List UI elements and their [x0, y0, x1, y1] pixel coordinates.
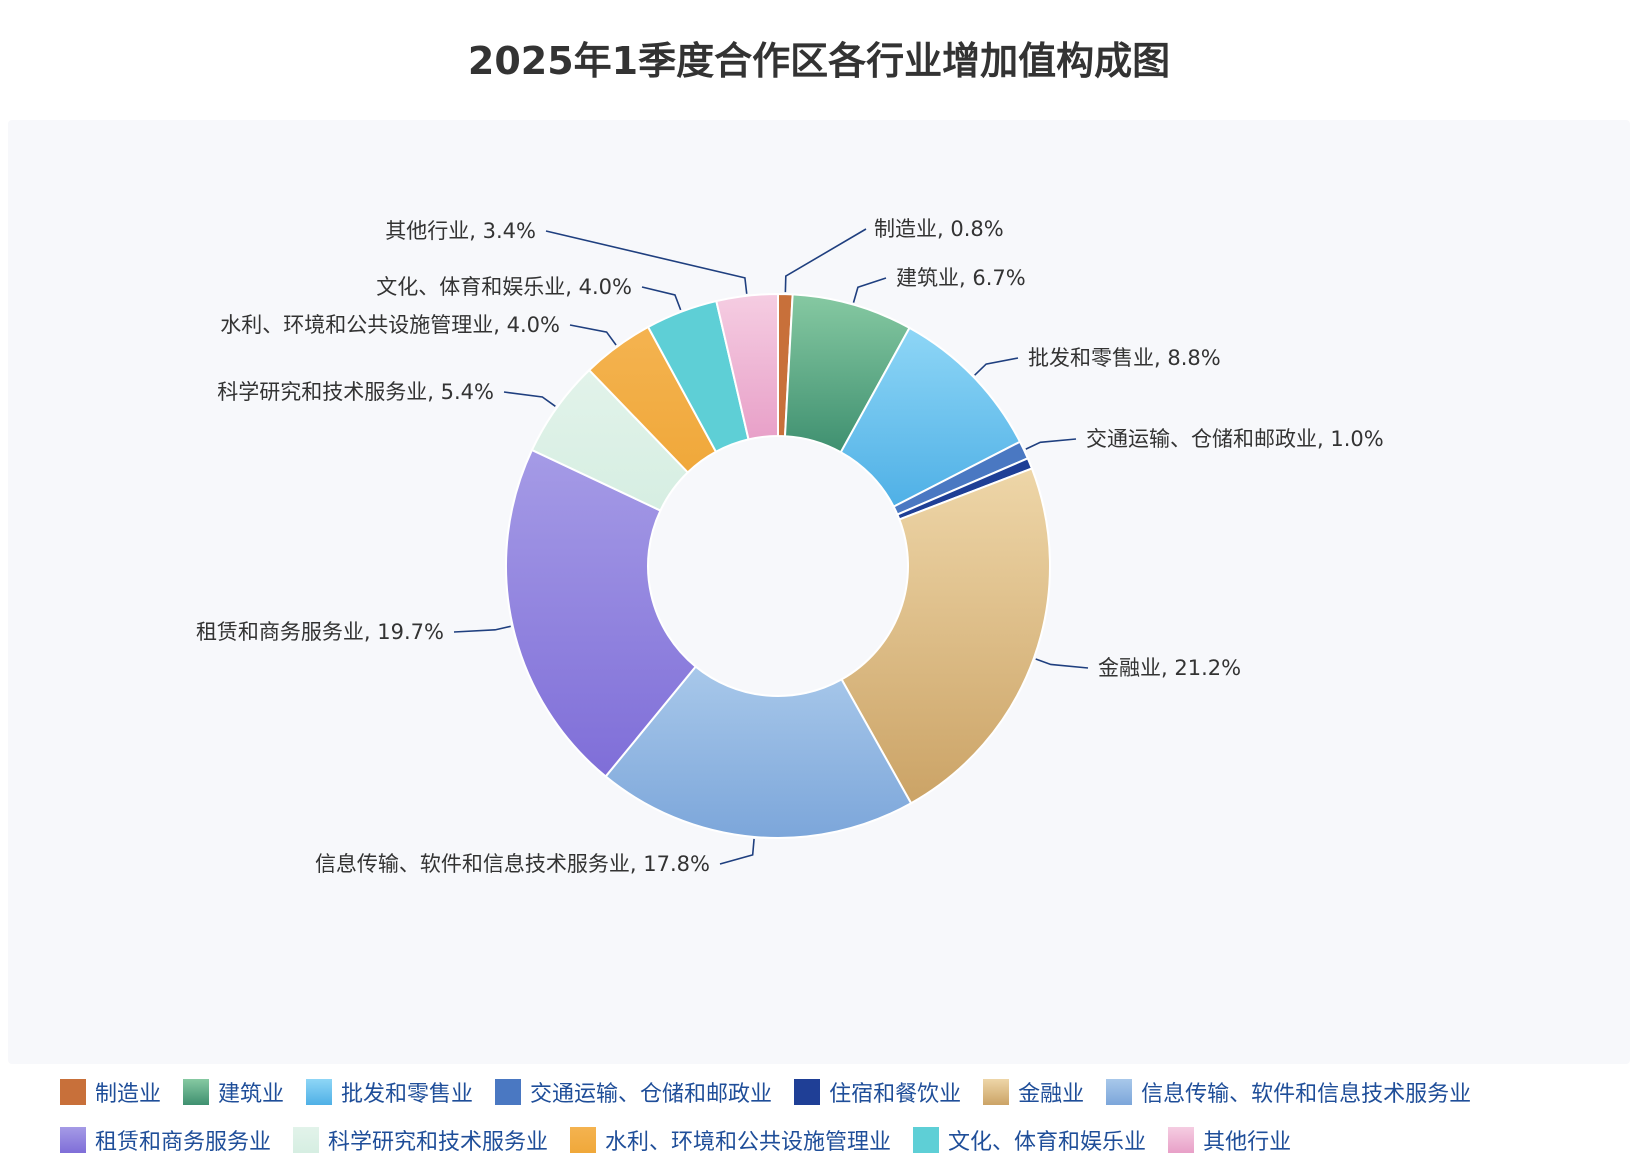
legend-label: 水利、环境和公共设施管理业 — [605, 1130, 892, 1155]
legend-swatch — [794, 1079, 821, 1105]
legend-label: 文化、体育和娱乐业 — [948, 1130, 1147, 1155]
legend-label: 建筑业 — [218, 1082, 285, 1107]
slice-data-label: 水利、环境和公共设施管理业, 4.0% — [220, 313, 560, 337]
legend-item[interactable]: 租赁和商务服务业 — [60, 1125, 271, 1155]
chart-legend: 制造业 建筑业 批发和零售业 交通运输、仓储和邮政业 住宿和餐饮业 金融业 信息传输、软件和… — [60, 1077, 1620, 1155]
legend-swatch — [60, 1127, 86, 1153]
legend-item[interactable]: 文化、体育和娱乐业 — [913, 1125, 1146, 1155]
legend-swatch — [570, 1127, 597, 1153]
slice-data-label: 信息传输、软件和信息技术服务业, 17.8% — [315, 852, 710, 876]
leader-line — [503, 391, 556, 407]
slice-data-label: 建筑业, 6.7% — [896, 266, 1026, 290]
slice-data-label: 金融业, 21.2% — [1098, 656, 1241, 680]
slice-data-label: 制造业, 0.8% — [874, 217, 1004, 241]
legend-swatch — [60, 1079, 86, 1105]
leader-line — [719, 838, 755, 865]
legend-label: 金融业 — [1018, 1082, 1085, 1107]
leader-line — [1035, 658, 1089, 669]
leader-line — [784, 228, 867, 293]
leader-line — [641, 286, 682, 311]
legend-item[interactable]: 科学研究和技术服务业 — [293, 1125, 548, 1155]
legend-swatch — [183, 1079, 210, 1105]
legend-label: 批发和零售业 — [341, 1082, 474, 1107]
legend-label: 交通运输、仓储和邮政业 — [530, 1082, 773, 1107]
leader-line — [453, 625, 511, 633]
legend-item[interactable]: 交通运输、仓储和邮政业 — [495, 1077, 772, 1107]
leader-line — [974, 357, 1019, 376]
legend-item[interactable]: 信息传输、软件和信息技术服务业 — [1106, 1077, 1471, 1107]
legend-swatch — [1168, 1127, 1195, 1153]
leader-line — [1025, 438, 1077, 450]
leader-line — [852, 277, 887, 303]
leader-line — [569, 324, 617, 346]
legend-swatch — [495, 1079, 522, 1105]
legend-label: 科学研究和技术服务业 — [328, 1130, 549, 1155]
legend-swatch — [913, 1127, 940, 1153]
legend-item[interactable]: 建筑业 — [183, 1077, 284, 1107]
slice-data-label: 其他行业, 3.4% — [385, 219, 536, 243]
slice-data-label: 交通运输、仓储和邮政业, 1.0% — [1086, 427, 1384, 451]
legend-item[interactable]: 金融业 — [983, 1077, 1084, 1107]
legend-label: 信息传输、软件和信息技术服务业 — [1141, 1082, 1472, 1107]
legend-swatch — [293, 1127, 320, 1153]
slice-其他行业[interactable] — [715, 292, 779, 441]
legend-item[interactable]: 其他行业 — [1168, 1125, 1291, 1155]
legend-item[interactable]: 批发和零售业 — [306, 1077, 473, 1107]
legend-label: 制造业 — [95, 1082, 162, 1107]
leader-line — [545, 230, 748, 294]
slice-租赁和商务服务业[interactable] — [505, 448, 698, 778]
legend-item[interactable]: 制造业 — [60, 1077, 161, 1107]
slice-金融业[interactable] — [840, 467, 1051, 805]
donut-chart: 制造业, 0.8% 建筑业, 6.7% 批发和零售业, 8.8% 交通运输、仓储和邮政… — [196, 217, 1384, 876]
legend-swatch — [1106, 1079, 1133, 1105]
legend-label: 租赁和商务服务业 — [95, 1130, 272, 1155]
legend-item[interactable]: 水利、环境和公共设施管理业 — [570, 1125, 891, 1155]
legend-item[interactable]: 住宿和餐饮业 — [794, 1077, 961, 1107]
slice-data-label: 科学研究和技术服务业, 5.4% — [217, 380, 494, 404]
slice-信息传输、软件和信息技术服务业[interactable] — [604, 665, 913, 839]
slice-data-label: 文化、体育和娱乐业, 4.0% — [376, 275, 632, 299]
legend-label: 住宿和餐饮业 — [829, 1082, 962, 1107]
legend-label: 其他行业 — [1203, 1130, 1292, 1155]
slice-data-label: 租赁和商务服务业, 19.7% — [196, 620, 444, 644]
legend-swatch — [306, 1079, 333, 1105]
slice-data-label: 批发和零售业, 8.8% — [1028, 346, 1221, 370]
chart-title: 2025年1季度合作区各行业增加值构成图 — [467, 39, 1171, 83]
legend-swatch — [983, 1079, 1010, 1105]
chart-panel: 制造业, 0.8% 建筑业, 6.7% 批发和零售业, 8.8% 交通运输、仓储和邮政… — [8, 120, 1630, 1155]
